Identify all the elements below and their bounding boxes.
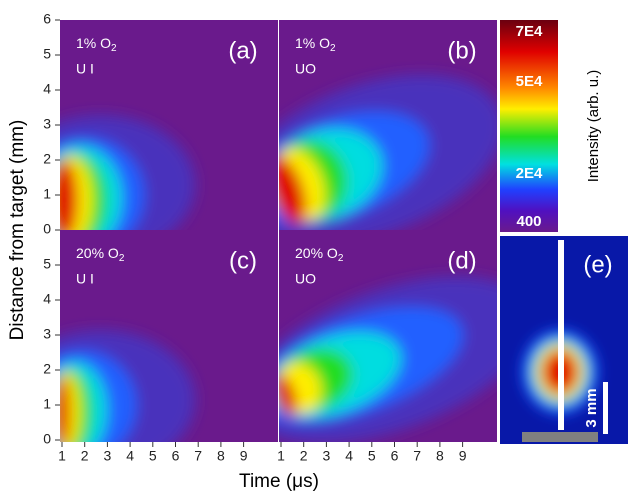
scale-label: 3 mm	[583, 388, 600, 427]
y-tick-label: 0	[43, 221, 51, 237]
x-axis-label: Time (μs)	[239, 471, 319, 492]
x-tick-label: 9	[240, 448, 248, 464]
colorbar-tick-label: 7E4	[516, 23, 543, 40]
panel-mode: UO	[295, 271, 316, 287]
y-tick-label: 5	[43, 46, 51, 62]
y-tick-label: 2	[43, 361, 51, 377]
heatmap	[279, 276, 497, 442]
panel-label: (d)	[447, 247, 476, 274]
x-tick-label: 2	[300, 448, 308, 464]
heatmap	[60, 330, 195, 442]
x-tick-label: 1	[58, 448, 66, 464]
heatmap	[60, 115, 195, 232]
x-tick-label: 3	[104, 448, 112, 464]
x-tick-label: 1	[277, 448, 285, 464]
x-tick-label: 8	[217, 448, 225, 464]
x-tick-label: 3	[323, 448, 331, 464]
x-tick-label: 2	[81, 448, 89, 464]
y-tick-label: 4	[43, 291, 51, 307]
y-axis-label: Distance from target (mm)	[7, 120, 28, 341]
y-tick-label: 2	[43, 151, 51, 167]
y-tick-label: 5	[43, 256, 51, 272]
x-tick-label: 6	[172, 448, 180, 464]
panel-mode: U I	[76, 61, 94, 77]
gas-sub: 2	[111, 43, 117, 54]
y-tick-label: 1	[43, 186, 51, 202]
panel-label: (b)	[447, 37, 476, 64]
y-tick-label: 3	[43, 116, 51, 132]
panel: 20% O2 U I (c)	[60, 230, 278, 442]
gas: 20% O	[76, 245, 119, 261]
x-tick-label: 4	[345, 448, 353, 464]
panel: 1% O2 U I (a)	[60, 20, 278, 232]
x-tick-label: 7	[413, 448, 421, 464]
panel-gas: 1% O2	[76, 35, 117, 54]
colorbar	[500, 20, 558, 232]
panel-mode: U I	[76, 271, 94, 287]
panel-label: (c)	[229, 247, 257, 274]
x-tick-label: 8	[436, 448, 444, 464]
intensity-region	[60, 160, 78, 232]
x-tick-label: 7	[194, 448, 202, 464]
heatmap-blur	[60, 115, 195, 232]
x-tick-label: 4	[126, 448, 134, 464]
colorbar-tick-label: 5E4	[516, 73, 543, 90]
intensity-region	[279, 155, 307, 225]
panel: 20% O2 UO (d)	[279, 230, 497, 442]
panel-gas: 1% O2	[295, 35, 336, 54]
gas-sub: 2	[338, 253, 344, 264]
gas: 1% O	[295, 35, 330, 51]
gas: 1% O	[76, 35, 111, 51]
panel-label: (e)	[583, 251, 612, 278]
intensity-region	[279, 374, 298, 416]
panel-label: (a)	[228, 37, 257, 64]
y-tick-label: 6	[43, 11, 51, 27]
heatmap-blur	[279, 276, 497, 442]
panel-mode: UO	[295, 61, 316, 77]
panel-e: 3 mm (e)	[500, 236, 628, 444]
heatmap-blur	[279, 74, 497, 232]
gas-sub: 2	[330, 43, 336, 54]
colorbar-tick-label: 2E4	[516, 165, 543, 182]
gas: 20% O	[295, 245, 338, 261]
heatmap-blur	[60, 330, 195, 442]
colorbar-tick-label: 400	[516, 213, 541, 230]
colorbar-label: Intensity (arb. u.)	[585, 70, 602, 183]
intensity-region	[60, 376, 70, 442]
y-tick-label: 3	[43, 326, 51, 342]
x-tick-label: 5	[149, 448, 157, 464]
gas-sub: 2	[119, 253, 125, 264]
y-tick-label: 4	[43, 81, 51, 97]
panel-gas: 20% O2	[76, 245, 125, 264]
panel-gas: 20% O2	[295, 245, 344, 264]
panel: 1% O2 UO (b)	[279, 20, 497, 232]
y-tick-label: 1	[43, 396, 51, 412]
x-tick-label: 5	[368, 448, 376, 464]
y-tick-label: 0	[43, 431, 51, 447]
x-tick-label: 6	[391, 448, 399, 464]
heatmap	[279, 74, 497, 232]
x-tick-label: 9	[459, 448, 467, 464]
